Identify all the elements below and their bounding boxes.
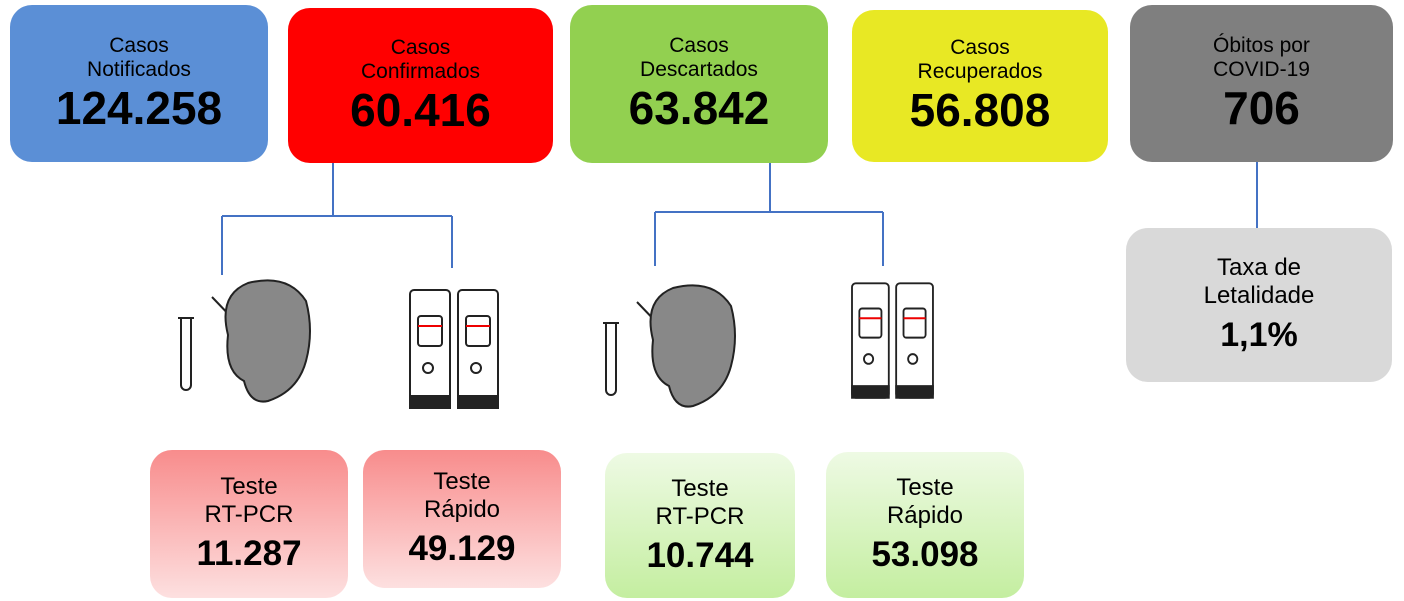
card-label: Casos (109, 34, 169, 58)
card-value: 706 (1223, 82, 1300, 134)
card-value: 63.842 (629, 82, 770, 134)
test-label: RT-PCR (205, 501, 294, 529)
card-label: Casos (669, 34, 729, 58)
card-label: Taxa de (1217, 254, 1301, 282)
test-card: Teste RT-PCR 11.287 (150, 450, 348, 598)
card-value: 60.416 (350, 84, 491, 136)
connector (655, 163, 883, 266)
connector (222, 163, 452, 275)
card-label: Recuperados (918, 60, 1043, 84)
card-label: Óbitos por (1213, 34, 1310, 58)
card-label: Descartados (640, 58, 758, 82)
card-label: Confirmados (361, 60, 480, 84)
test-value: 11.287 (196, 533, 301, 575)
card: Casos Confirmados 60.416 (288, 8, 553, 163)
test-value: 53.098 (871, 534, 978, 576)
test-label: Teste (433, 468, 490, 496)
lethality-card: Taxa de Letalidade 1,1% (1126, 228, 1392, 382)
card-value: 1,1% (1220, 314, 1298, 356)
rapid-test-icon (852, 283, 933, 397)
card: Casos Descartados 63.842 (570, 5, 828, 163)
card-label: COVID-19 (1213, 58, 1310, 82)
pcr-icon (603, 285, 735, 406)
test-card: Teste Rápido 49.129 (363, 450, 561, 588)
card-label: Casos (391, 36, 451, 60)
card-label: Casos (950, 36, 1010, 60)
rapid-test-icon (410, 290, 498, 408)
card-label: Letalidade (1204, 282, 1315, 310)
test-label: Teste (671, 475, 728, 503)
test-card: Teste RT-PCR 10.744 (605, 453, 795, 598)
test-label: Rápido (424, 496, 500, 524)
card-value: 56.808 (910, 84, 1051, 136)
test-card: Teste Rápido 53.098 (826, 452, 1024, 598)
test-value: 49.129 (408, 528, 515, 570)
infographic: Casos Notificados 124.258 Casos Confirma… (0, 0, 1404, 601)
pcr-icon (178, 280, 310, 401)
card-label: Notificados (87, 58, 191, 82)
card: Óbitos por COVID-19 706 (1130, 5, 1393, 162)
connectors (222, 162, 1257, 275)
card: Casos Recuperados 56.808 (852, 10, 1108, 162)
card: Casos Notificados 124.258 (10, 5, 268, 162)
test-label: RT-PCR (656, 503, 745, 531)
test-label: Rápido (887, 502, 963, 530)
test-value: 10.744 (646, 535, 753, 577)
card-value: 124.258 (56, 82, 222, 134)
test-label: Teste (220, 473, 277, 501)
test-label: Teste (896, 474, 953, 502)
